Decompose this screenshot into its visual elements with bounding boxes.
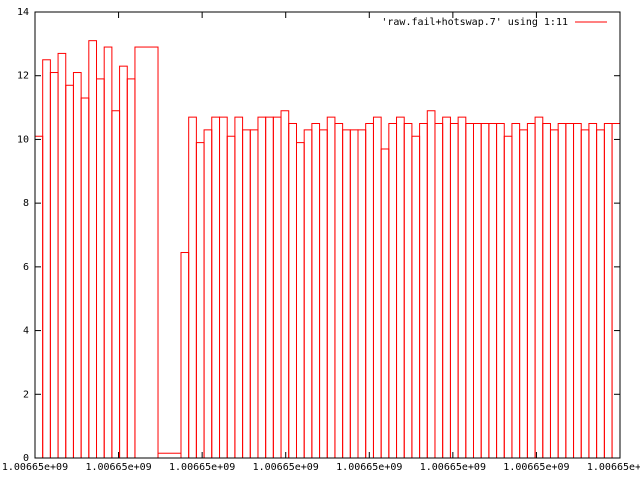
x-tick-label: 1.00665e+09 (253, 462, 319, 473)
bar (326, 116, 336, 459)
bar (195, 142, 205, 459)
bar (226, 135, 236, 459)
bar (311, 123, 321, 459)
bar (265, 116, 274, 459)
bar (103, 46, 113, 459)
bar (342, 129, 351, 459)
bar (219, 116, 228, 459)
bar (303, 129, 313, 459)
x-tick-label: 1.00665e+09 (85, 462, 151, 473)
bar (573, 123, 582, 459)
y-tick-label: 8 (23, 198, 29, 209)
bar (434, 123, 444, 459)
bar (272, 116, 282, 459)
bar (596, 129, 605, 459)
bar (65, 84, 74, 459)
bar (234, 116, 244, 459)
bar (503, 135, 513, 459)
bar (580, 129, 590, 459)
bar (72, 72, 82, 459)
bar (249, 129, 259, 459)
legend-label: 'raw.fail+hotswap.7' using 1:11 (381, 17, 568, 28)
y-tick-label: 4 (23, 326, 29, 337)
x-tick-label: 1.00665e+09 (336, 462, 402, 473)
bar (519, 129, 528, 459)
x-tick-label: 1.00665e+09 (420, 462, 486, 473)
bar (372, 116, 382, 459)
bar (611, 123, 621, 459)
bar (34, 135, 44, 459)
bar (488, 123, 498, 459)
bar (80, 97, 90, 459)
bar (465, 123, 474, 459)
bar (396, 116, 405, 459)
bar (388, 123, 398, 459)
bar (157, 452, 182, 459)
y-tick-label: 12 (17, 71, 29, 82)
bar (211, 116, 221, 459)
bar (319, 129, 328, 459)
x-tick-label: 1.00665e+09 (169, 462, 235, 473)
bar (403, 123, 413, 459)
bar (49, 72, 59, 459)
y-tick-label: 14 (17, 7, 29, 18)
bar (472, 123, 482, 459)
bar (280, 110, 290, 459)
x-tick-label: 1.00665e+09 (587, 462, 640, 473)
y-tick-label: 6 (23, 262, 29, 273)
bar (603, 123, 613, 459)
bar (111, 110, 121, 459)
y-tick-label: 10 (17, 134, 29, 145)
bar (134, 46, 159, 459)
bar (288, 123, 297, 459)
bar (542, 123, 551, 459)
bar (257, 116, 267, 459)
bar (449, 123, 459, 459)
bar (96, 78, 105, 459)
bar (365, 123, 374, 459)
x-tick-label: 1.00665e+09 (503, 462, 569, 473)
bar (126, 78, 136, 459)
bar (565, 123, 575, 459)
bar (380, 148, 390, 459)
bar (180, 252, 190, 459)
bar (88, 40, 98, 459)
bar (357, 129, 367, 459)
bar (188, 116, 197, 459)
x-tick-label: 1.00665e+09 (2, 462, 68, 473)
bar (549, 129, 559, 459)
bar (42, 59, 51, 459)
bar (511, 123, 521, 459)
bar (349, 129, 359, 459)
bar (411, 135, 421, 459)
y-tick-label: 2 (23, 389, 29, 400)
bar (496, 123, 505, 459)
bar (588, 123, 598, 459)
bar (480, 123, 490, 459)
bar (242, 129, 251, 459)
bar (457, 116, 467, 459)
bar (419, 123, 428, 459)
bar (426, 110, 436, 459)
bar (557, 123, 567, 459)
bar (57, 52, 67, 459)
bar (526, 123, 536, 459)
bar (334, 123, 344, 459)
bar (442, 116, 451, 459)
bar (534, 116, 544, 459)
y-tick-label: 0 (23, 453, 29, 464)
bar (295, 142, 305, 459)
bar (119, 65, 128, 459)
plot-border (34, 11, 621, 459)
bar (203, 129, 213, 459)
